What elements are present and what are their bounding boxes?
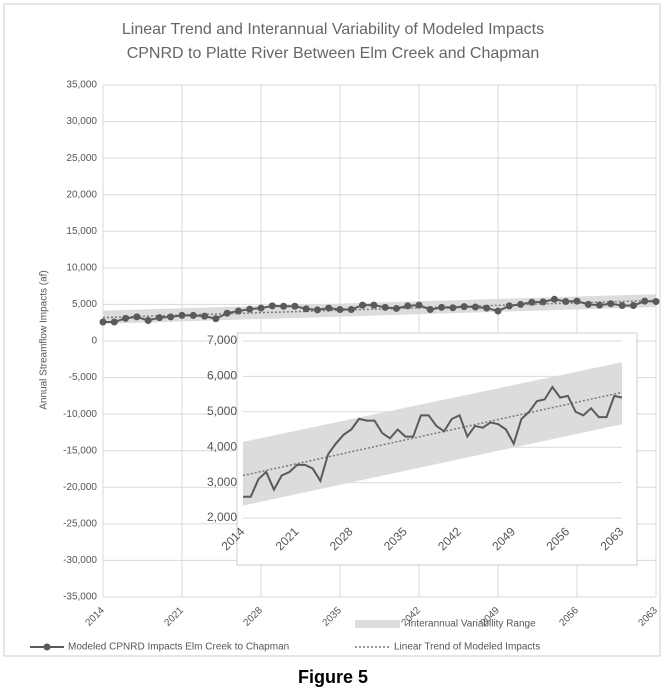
point	[223, 309, 231, 317]
point	[426, 306, 434, 314]
point	[234, 307, 242, 315]
point	[404, 302, 412, 310]
y-axis-label: Annual Streamflow Impacts (af)	[39, 270, 50, 410]
point	[652, 298, 660, 306]
legend-swatch	[43, 643, 51, 651]
y-tick-label: 6,000	[207, 369, 237, 383]
point	[189, 311, 197, 319]
point	[415, 301, 423, 309]
point	[449, 304, 457, 312]
point	[110, 318, 118, 326]
point	[641, 297, 649, 305]
y-tick-label: -5,000	[69, 372, 98, 383]
y-tick-label: 30,000	[66, 116, 97, 127]
point	[302, 305, 310, 313]
point	[336, 306, 344, 314]
trend-line	[242, 391, 623, 477]
point	[313, 306, 321, 314]
point	[155, 314, 163, 322]
point	[438, 303, 446, 311]
point	[483, 304, 491, 312]
legend-label: Modeled CPNRD Impacts Elm Creek to Chapm…	[68, 642, 289, 653]
point	[246, 305, 254, 313]
series-line	[243, 385, 623, 498]
y-tick-label: 5,000	[72, 299, 97, 310]
point	[325, 304, 333, 312]
point	[392, 304, 400, 312]
point	[550, 295, 558, 303]
y-tick-label: 7,000	[207, 333, 237, 347]
y-tick-label: 3,000	[207, 475, 237, 489]
point	[370, 301, 378, 309]
point	[517, 300, 525, 308]
y-tick-label: 25,000	[66, 153, 97, 164]
point	[167, 313, 175, 321]
y-tick-label: 4,000	[207, 439, 237, 453]
chart-subtitle: CPNRD to Platte River Between Elm Creek …	[127, 45, 540, 62]
legend-label: Interannual Variability Range	[408, 619, 536, 630]
point	[573, 297, 581, 305]
point	[257, 304, 265, 312]
point	[268, 302, 276, 310]
point	[584, 300, 592, 308]
point	[212, 315, 220, 323]
point	[505, 302, 513, 310]
legend-swatch	[355, 620, 400, 628]
y-tick-label: -10,000	[63, 409, 97, 420]
point	[133, 313, 141, 321]
point	[471, 303, 479, 311]
y-tick-label: 35,000	[66, 80, 97, 91]
point	[291, 302, 299, 310]
point	[99, 318, 107, 326]
y-tick-label: 0	[91, 336, 97, 347]
point	[201, 312, 209, 320]
point	[460, 303, 468, 311]
y-tick-label: 2,000	[207, 510, 237, 524]
point	[596, 301, 604, 309]
variability-band	[243, 362, 622, 506]
point	[618, 302, 626, 310]
point	[144, 317, 152, 325]
point	[494, 307, 502, 315]
y-tick-label: -20,000	[63, 482, 97, 493]
point	[359, 301, 367, 309]
y-tick-label: -15,000	[63, 445, 97, 456]
point	[280, 302, 288, 310]
point	[607, 300, 615, 308]
point	[347, 306, 355, 314]
y-tick-label: 10,000	[66, 262, 97, 273]
point	[528, 298, 536, 306]
y-tick-label: 5,000	[207, 404, 237, 418]
legend-label: Linear Trend of Modeled Impacts	[394, 642, 540, 653]
point	[122, 314, 130, 322]
point	[178, 311, 186, 319]
y-tick-label: 20,000	[66, 189, 97, 200]
y-tick-label: -30,000	[63, 555, 97, 566]
chart-title: Linear Trend and Interannual Variability…	[122, 21, 544, 38]
point	[629, 302, 637, 310]
point	[539, 298, 547, 306]
point	[562, 298, 570, 306]
point	[381, 303, 389, 311]
y-tick-label: 15,000	[66, 226, 97, 237]
caption: Figure 5	[298, 667, 368, 687]
y-tick-label: -35,000	[63, 592, 97, 603]
y-tick-label: -25,000	[63, 518, 97, 529]
